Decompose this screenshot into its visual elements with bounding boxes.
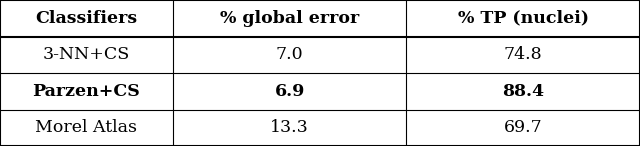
Text: % TP (nuclei): % TP (nuclei) (458, 10, 589, 27)
Text: 7.0: 7.0 (276, 46, 303, 63)
Text: 74.8: 74.8 (504, 46, 543, 63)
Text: Morel Atlas: Morel Atlas (35, 119, 138, 136)
Text: Parzen+CS: Parzen+CS (33, 83, 140, 100)
Text: 13.3: 13.3 (270, 119, 309, 136)
Text: 6.9: 6.9 (275, 83, 305, 100)
Text: 3-NN+CS: 3-NN+CS (43, 46, 130, 63)
Text: 88.4: 88.4 (502, 83, 544, 100)
Text: % global error: % global error (220, 10, 359, 27)
Text: 69.7: 69.7 (504, 119, 543, 136)
Text: Classifiers: Classifiers (35, 10, 138, 27)
